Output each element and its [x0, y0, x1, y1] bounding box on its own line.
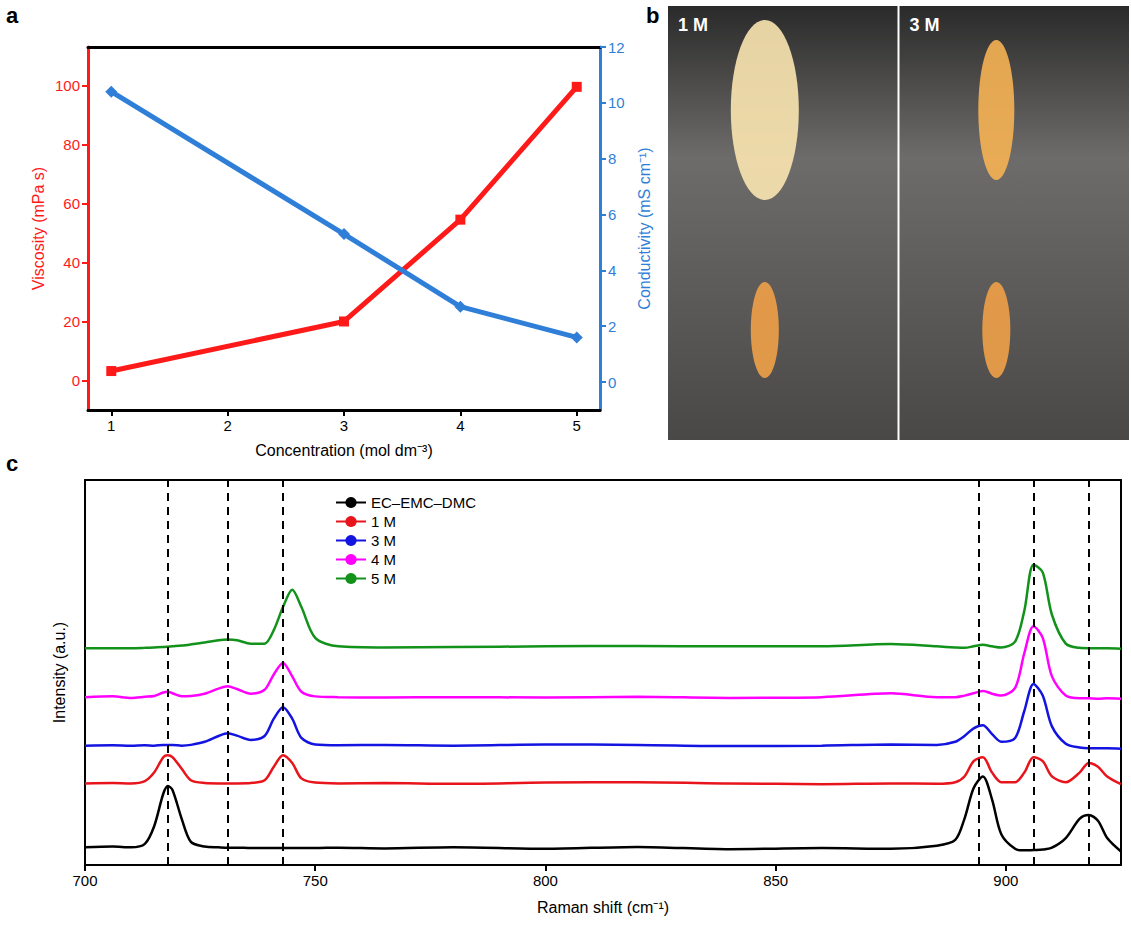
svg-text:4 M: 4 M	[371, 551, 396, 568]
svg-text:b: b	[646, 3, 659, 28]
svg-text:4: 4	[456, 417, 464, 434]
svg-text:850: 850	[763, 872, 788, 889]
svg-text:a: a	[6, 3, 19, 28]
svg-text:750: 750	[303, 872, 328, 889]
svg-text:c: c	[6, 451, 18, 476]
svg-text:12: 12	[608, 39, 625, 56]
svg-text:4: 4	[608, 262, 616, 279]
svg-text:10: 10	[608, 94, 625, 111]
svg-text:EC–EMC–DMC: EC–EMC–DMC	[371, 494, 476, 511]
svg-text:900: 900	[993, 872, 1018, 889]
svg-text:6: 6	[608, 206, 616, 223]
svg-text:Raman shift (cm⁻¹): Raman shift (cm⁻¹)	[537, 899, 669, 916]
svg-text:8: 8	[608, 150, 616, 167]
svg-text:100: 100	[55, 77, 80, 94]
svg-text:700: 700	[72, 872, 97, 889]
svg-text:60: 60	[63, 195, 80, 212]
svg-text:Conductivity (mS cm⁻¹): Conductivity (mS cm⁻¹)	[636, 147, 653, 309]
svg-text:5: 5	[573, 417, 581, 434]
svg-text:2: 2	[608, 318, 616, 335]
svg-text:5 M: 5 M	[371, 570, 396, 587]
svg-text:1: 1	[107, 417, 115, 434]
svg-text:0: 0	[608, 374, 616, 391]
svg-text:2: 2	[223, 417, 231, 434]
svg-text:Concentration (mol dm⁻³): Concentration (mol dm⁻³)	[255, 442, 433, 459]
svg-text:1 M: 1 M	[678, 15, 708, 35]
svg-text:Intensity (a.u.): Intensity (a.u.)	[51, 622, 68, 723]
svg-text:40: 40	[63, 254, 80, 271]
svg-text:800: 800	[533, 872, 558, 889]
svg-text:3: 3	[340, 417, 348, 434]
svg-text:1 M: 1 M	[371, 513, 396, 530]
svg-text:3 M: 3 M	[371, 532, 396, 549]
svg-text:0: 0	[72, 372, 80, 389]
svg-text:20: 20	[63, 313, 80, 330]
svg-text:3 M: 3 M	[910, 15, 940, 35]
svg-text:80: 80	[63, 136, 80, 153]
svg-text:Viscosity (mPa s): Viscosity (mPa s)	[30, 167, 47, 290]
